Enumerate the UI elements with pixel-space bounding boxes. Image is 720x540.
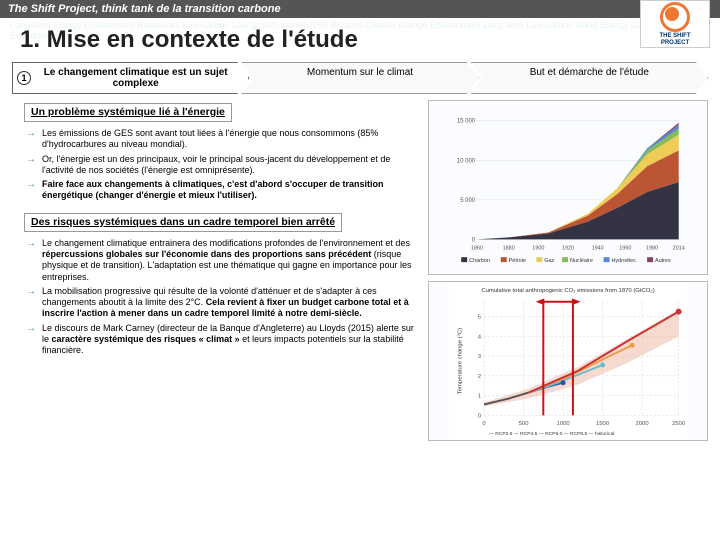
tab-1-label: Le changement climatique est un sujet co… [19, 67, 242, 89]
svg-text:500: 500 [519, 421, 530, 427]
title-area: Long term Energy Environment Resources L… [0, 18, 720, 60]
section2-title: Des risques systémiques dans un cadre te… [24, 213, 342, 232]
s2-bullet-3: Le discours de Mark Carney (directeur de… [28, 323, 420, 357]
energy-area-chart: 05 00010 00015 000 186018801900192019401… [428, 100, 708, 275]
svg-text:1860: 1860 [471, 245, 483, 251]
page-title: 1. Mise en contexte de l'étude [20, 26, 700, 54]
tab-row: 1 Le changement climatique est un sujet … [12, 62, 708, 94]
logo-text-1: THE SHIFT [660, 33, 691, 39]
tab-2-label: Momentum sur le climat [307, 67, 413, 78]
s2-bullet-2: La mobilisation progressive qui résulte … [28, 286, 420, 320]
left-column: Un problème systémique lié à l'énergie L… [28, 100, 420, 441]
svg-text:Hydroélec: Hydroélec [611, 258, 636, 264]
svg-text:1980: 1980 [646, 245, 658, 251]
svg-text:Pétrole: Pétrole [509, 258, 526, 264]
header-text: The Shift Project, think tank de la tran… [8, 3, 281, 15]
right-column: 05 00010 00015 000 186018801900192019401… [428, 100, 708, 441]
svg-text:1900: 1900 [532, 245, 544, 251]
svg-text:Nucléaire: Nucléaire [570, 258, 593, 264]
svg-text:1960: 1960 [619, 245, 631, 251]
svg-text:1880: 1880 [503, 245, 515, 251]
logo: THE SHIFT PROJECT [640, 0, 710, 48]
s1-bullet-1: Les émissions de GES sont avant tout lié… [28, 128, 420, 151]
svg-text:Autres: Autres [655, 258, 671, 264]
svg-text:1940: 1940 [592, 245, 604, 251]
svg-text:1500: 1500 [596, 421, 610, 427]
tab-1[interactable]: 1 Le changement climatique est un sujet … [12, 62, 249, 94]
svg-text:5 000: 5 000 [460, 198, 476, 204]
logo-icon [660, 2, 690, 32]
main-content: Un problème systémique lié à l'énergie L… [0, 100, 720, 449]
svg-text:15 000: 15 000 [457, 119, 476, 125]
svg-text:Cumulative total anthropogenic: Cumulative total anthropogenic CO₂ emiss… [481, 288, 654, 294]
tab-1-num: 1 [17, 71, 31, 85]
s1-bullet-3: Faire face aux changements à climatiques… [28, 179, 420, 202]
svg-text:Gaz: Gaz [544, 258, 554, 264]
s1-bullet-2: Or, l'énergie est un des principaux, voi… [28, 154, 420, 177]
svg-text:Temperature change (°C): Temperature change (°C) [457, 328, 463, 394]
svg-text:2000: 2000 [635, 421, 649, 427]
svg-text:2500: 2500 [672, 421, 686, 427]
svg-text:— RCP2.6 — RCP4.5 — RCP6.0 — R: — RCP2.6 — RCP4.5 — RCP6.0 — RCP8.5 — hi… [489, 431, 614, 437]
svg-text:1000: 1000 [556, 421, 570, 427]
s2-bullet-1: Le changement climatique entrainera des … [28, 238, 420, 283]
svg-text:1: 1 [478, 394, 481, 400]
logo-text-2: PROJECT [661, 40, 689, 46]
svg-text:10 000: 10 000 [457, 158, 476, 164]
tab-2[interactable]: Momentum sur le climat [241, 62, 478, 94]
svg-text:Charbon: Charbon [469, 258, 490, 264]
svg-text:2: 2 [478, 374, 481, 380]
svg-text:1920: 1920 [562, 245, 574, 251]
header-bar: The Shift Project, think tank de la tran… [0, 0, 720, 18]
tab-3-label: But et démarche de l'étude [530, 67, 649, 78]
section1-title: Un problème systémique lié à l'énergie [24, 103, 232, 122]
carbon-budget-chart: Cumulative total anthropogenic CO₂ emiss… [428, 281, 708, 441]
tab-3[interactable]: But et démarche de l'étude [471, 62, 708, 94]
svg-text:2014: 2014 [673, 245, 685, 251]
